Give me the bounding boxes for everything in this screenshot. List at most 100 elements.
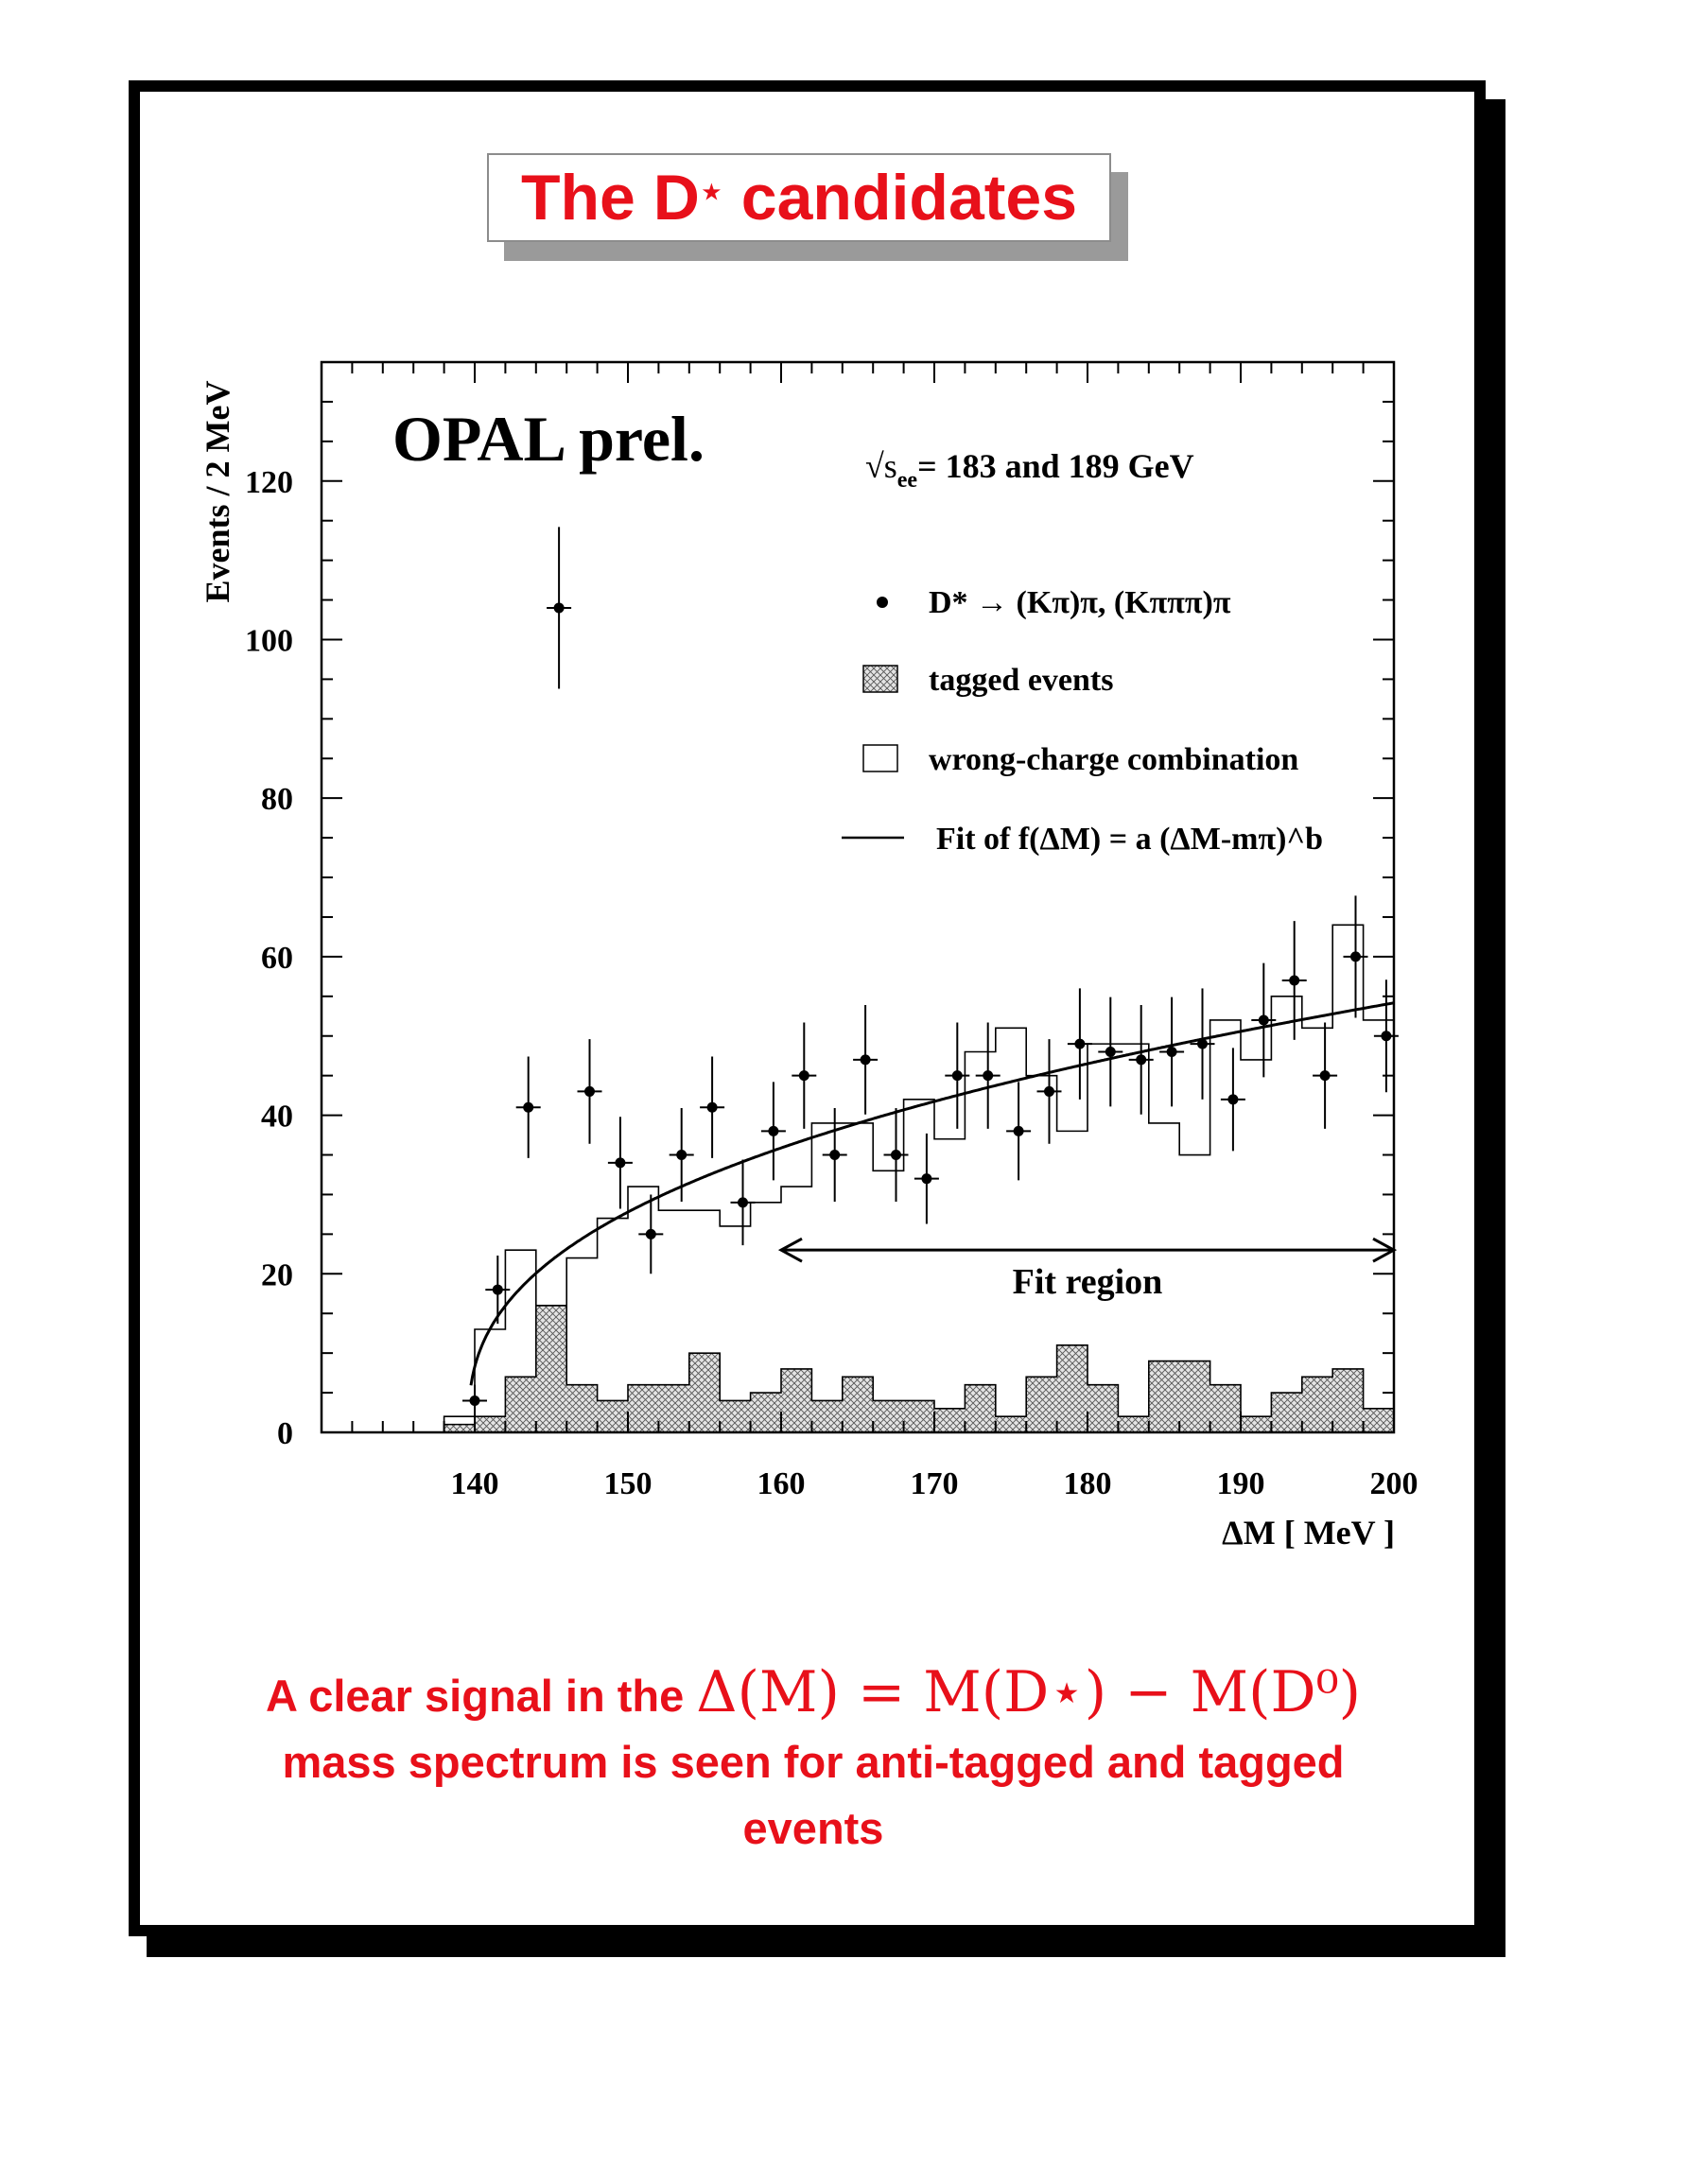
tagged-bar — [781, 1368, 812, 1432]
tagged-bar — [444, 1424, 475, 1432]
data-point — [676, 1150, 687, 1161]
data-point — [1227, 1094, 1239, 1105]
tagged-bar — [842, 1377, 874, 1432]
data-point — [1350, 951, 1361, 962]
energy-label: √see= 183 and 189 GeV — [865, 447, 1194, 493]
caption-line-3: events — [742, 1803, 884, 1853]
energy-sqrt: √s — [865, 447, 897, 485]
data-point — [645, 1228, 656, 1239]
tagged-bar — [1301, 1377, 1333, 1432]
y-tick-label: 80 — [261, 782, 293, 817]
legend-data-marker — [877, 597, 888, 608]
tagged-bar — [566, 1384, 598, 1432]
tagged-bar — [628, 1384, 659, 1432]
annotation-opal: OPAL prel. — [392, 403, 705, 475]
caption-line-2: mass spectrum is seen for anti-tagged an… — [282, 1737, 1345, 1787]
data-point — [983, 1070, 994, 1082]
tagged-bar — [505, 1377, 536, 1432]
slide-frame — [129, 80, 1486, 1936]
caption: A clear signal in the Δ(M) = M(D⋆) − M(D… — [142, 1659, 1485, 1862]
y-tick-label: 0 — [277, 1416, 293, 1451]
tagged-bar — [720, 1400, 751, 1432]
caption-line-1: A clear signal in the Δ(M) = M(D⋆) − M(D… — [142, 1659, 1485, 1729]
y-tick-label: 20 — [261, 1257, 293, 1292]
tagged-bar — [903, 1400, 934, 1432]
tagged-bar — [1026, 1377, 1057, 1432]
x-tick-label: 180 — [1064, 1466, 1112, 1501]
data-point — [1013, 1125, 1024, 1136]
tagged-bar — [475, 1416, 506, 1432]
slide-title: The D ⋆ candidates — [487, 153, 1111, 242]
tagged-bar — [811, 1400, 843, 1432]
tagged-bar — [658, 1384, 689, 1432]
data-point — [1044, 1085, 1054, 1097]
tagged-bar — [535, 1305, 567, 1432]
data-point — [469, 1395, 480, 1406]
data-point — [584, 1085, 595, 1097]
data-point — [523, 1101, 534, 1113]
y-tick-label: 40 — [261, 1100, 293, 1135]
tagged-bar — [965, 1384, 996, 1432]
legend-data-label: D* → (Kπ)π, (Kπππ)π — [929, 585, 1231, 620]
data-point — [492, 1284, 503, 1295]
tagged-bar — [1179, 1361, 1210, 1432]
legend-fit-label: Fit of f(ΔM) = a (ΔM-mπ)^b — [936, 822, 1323, 857]
x-tick-label: 140 — [451, 1466, 499, 1501]
tagged-bar — [873, 1400, 904, 1432]
title-main: The D — [520, 162, 700, 234]
plot-frame — [320, 360, 1396, 1434]
title-star: ⋆ — [699, 171, 723, 213]
tagged-bar — [688, 1353, 721, 1432]
energy-sub: ee — [897, 468, 918, 493]
legend-wrong-charge-label: wrong-charge combination — [929, 742, 1298, 777]
tagged-bar — [1056, 1344, 1088, 1432]
data-point — [1074, 1038, 1086, 1049]
data-point — [891, 1150, 901, 1161]
data-point — [553, 602, 565, 614]
caption-line-1-math: Δ(M) = M(D⋆) − M(D⁰) — [696, 1659, 1362, 1725]
tagged-bar — [750, 1393, 781, 1432]
legend-tagged-swatch — [862, 665, 898, 693]
legend-data-text: D* → (Kπ)π, (Kπππ)π — [929, 585, 1231, 620]
fit-region-label: Fit region — [1013, 1262, 1163, 1302]
x-tick-label: 200 — [1370, 1466, 1418, 1501]
fit-region-arrow-left-head — [777, 1237, 803, 1263]
data-point — [829, 1150, 841, 1161]
x-tick-label: 150 — [604, 1466, 653, 1501]
data-point — [1105, 1047, 1116, 1058]
data-point — [706, 1101, 718, 1113]
title-rest: candidates — [722, 162, 1078, 234]
data-point — [951, 1070, 963, 1082]
tagged-bar — [1118, 1416, 1149, 1432]
x-tick-label: 170 — [911, 1466, 959, 1501]
tagged-bar — [1088, 1384, 1119, 1432]
data-point — [1289, 975, 1300, 986]
legend-wrong-charge-swatch — [862, 744, 898, 772]
tagged-bar — [1148, 1361, 1180, 1432]
legend-tagged-label: tagged events — [929, 663, 1113, 698]
y-tick-label: 120 — [245, 465, 293, 500]
x-tick-label: 190 — [1217, 1466, 1265, 1501]
tagged-bar — [1332, 1368, 1364, 1432]
tagged-bar — [1363, 1408, 1394, 1432]
tagged-bar — [1271, 1393, 1302, 1432]
data-point — [860, 1054, 871, 1066]
data-point — [768, 1125, 779, 1136]
data-point — [1136, 1054, 1147, 1066]
data-point — [921, 1173, 932, 1185]
data-point — [1258, 1014, 1269, 1026]
data-point — [738, 1197, 748, 1208]
data-point — [1166, 1047, 1177, 1058]
data-point — [1319, 1070, 1331, 1082]
tagged-bar — [934, 1408, 966, 1432]
data-point — [615, 1157, 626, 1169]
y-tick-label: 100 — [245, 623, 293, 658]
data-point — [1197, 1038, 1208, 1049]
tagged-bar — [597, 1400, 628, 1432]
y-tick-label: 60 — [261, 941, 293, 976]
x-tick-label: 160 — [757, 1466, 806, 1501]
tagged-bar — [995, 1416, 1027, 1432]
x-axis-label: ΔM [ MeV ] — [1222, 1514, 1395, 1551]
fit-curve — [469, 1001, 1394, 1386]
tagged-bar — [1241, 1416, 1272, 1432]
